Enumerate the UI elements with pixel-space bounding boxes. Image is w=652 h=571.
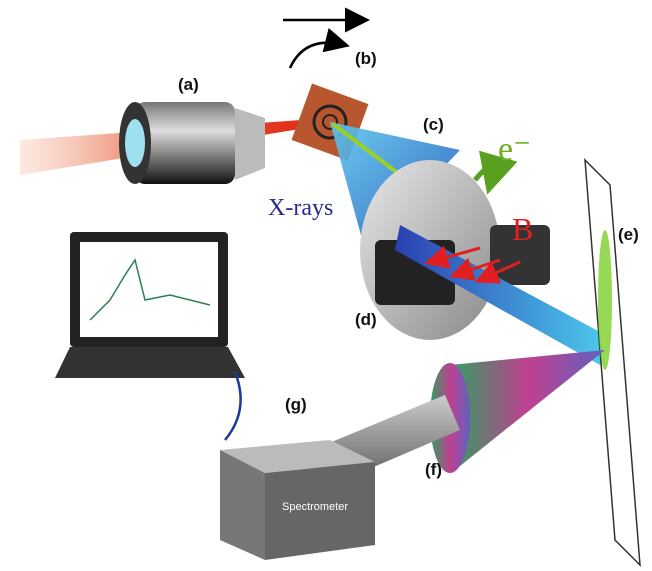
- label: (b): [355, 49, 377, 68]
- diagram: (a) (b) (c) (d) (e) (f) (g) X-rays e⁻ B …: [0, 0, 652, 571]
- objective: [119, 102, 265, 184]
- screen: [585, 160, 640, 565]
- spectrometer-label: Spectrometer: [282, 501, 348, 513]
- cable: [225, 372, 241, 440]
- electron-label: e⁻: [498, 131, 531, 168]
- label: (c): [423, 115, 444, 134]
- focusing-cone: [450, 350, 605, 470]
- spectrometer: [220, 440, 375, 560]
- rotation-arrow: [290, 43, 345, 68]
- label: (a): [178, 75, 199, 94]
- deflection-arrow: [475, 166, 493, 185]
- label: (e): [618, 225, 639, 244]
- label: (d): [355, 310, 377, 329]
- label: (g): [285, 395, 307, 414]
- laptop: [55, 232, 245, 378]
- xrays-label: X-rays: [268, 195, 333, 221]
- label: (f): [425, 460, 442, 479]
- field-label: B: [512, 211, 533, 247]
